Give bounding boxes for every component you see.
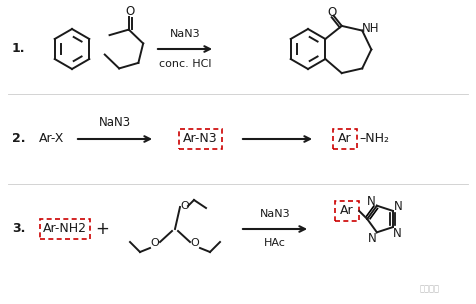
Text: O: O <box>180 201 189 211</box>
Text: Ar-NH2: Ar-NH2 <box>43 223 87 236</box>
Text: O: O <box>126 5 135 18</box>
Text: O: O <box>327 6 337 19</box>
Text: NH: NH <box>361 22 379 35</box>
Text: NaN3: NaN3 <box>260 209 290 219</box>
Bar <box>178 129 221 149</box>
Text: –NH₂: –NH₂ <box>359 133 389 146</box>
Text: Ar: Ar <box>338 133 352 146</box>
Bar <box>40 219 89 239</box>
Text: N: N <box>393 227 402 240</box>
Text: 3.: 3. <box>12 223 25 236</box>
Text: conc. HCl: conc. HCl <box>159 59 211 69</box>
Text: +: + <box>95 220 109 238</box>
Bar <box>333 129 357 149</box>
Text: N: N <box>367 232 376 245</box>
Text: N: N <box>367 195 375 208</box>
Text: O: O <box>190 238 199 248</box>
Text: NaN3: NaN3 <box>169 29 200 39</box>
Text: Ar: Ar <box>340 205 354 217</box>
Text: 2.: 2. <box>12 133 26 146</box>
Text: N: N <box>394 200 403 213</box>
Text: HAc: HAc <box>264 238 286 248</box>
Bar <box>335 201 359 221</box>
Text: 漫读药化: 漫读药化 <box>420 285 440 293</box>
Text: Ar-N3: Ar-N3 <box>183 133 218 146</box>
Text: NaN3: NaN3 <box>99 116 131 129</box>
Text: O: O <box>150 238 159 248</box>
Text: Ar-X: Ar-X <box>40 133 65 146</box>
Text: 1.: 1. <box>12 43 26 56</box>
